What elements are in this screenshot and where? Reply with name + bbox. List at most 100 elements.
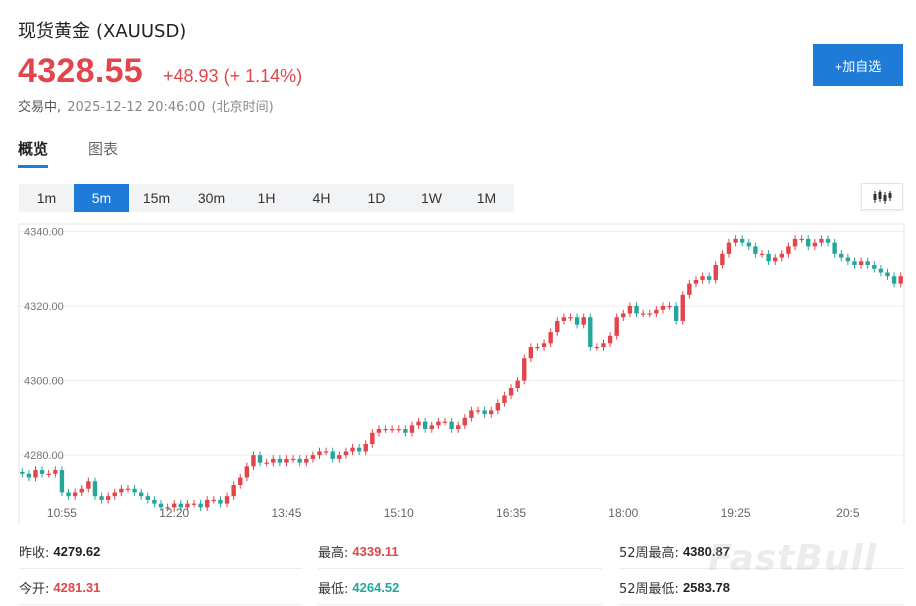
candle	[839, 253, 844, 258]
candle	[72, 492, 78, 497]
interval-1mo[interactable]: 1M	[476, 190, 497, 206]
candle	[627, 306, 633, 314]
divider	[19, 568, 302, 569]
candle	[370, 432, 375, 444]
instrument-name: 现货黄金	[18, 21, 90, 42]
candle	[878, 268, 884, 273]
candle	[376, 429, 382, 433]
candle	[713, 265, 718, 280]
candle	[739, 238, 745, 243]
candle	[284, 458, 289, 463]
candle	[601, 343, 606, 348]
y-tick-label: 4320.00	[24, 301, 64, 313]
x-tick-label: 12:20	[159, 506, 189, 520]
candle	[297, 458, 302, 463]
candle	[462, 417, 468, 426]
tab-chart[interactable]: 图表	[88, 140, 119, 158]
tab-overview[interactable]: 概览	[18, 138, 49, 168]
last-price: 4328.55	[18, 52, 144, 90]
candle	[792, 238, 798, 247]
instrument-symbol: (XAUUSD)	[96, 21, 187, 42]
price-chart[interactable]: 4340.00 4320.00 4300.00 4280.00 10:55 12:20 1…	[0, 220, 916, 525]
candle	[99, 496, 104, 500]
interval-1w[interactable]: 1W	[421, 190, 442, 206]
stat-value: 4380.87	[682, 543, 730, 559]
divider	[619, 568, 903, 569]
candle	[356, 447, 362, 452]
candle	[191, 503, 197, 505]
trading-status: 交易中, 2025-12-12 20:46:00 (北京时间)	[18, 96, 274, 115]
candle	[574, 317, 580, 325]
candle	[720, 253, 725, 266]
stat-high: 最高: 4339.11	[318, 537, 399, 565]
candle	[508, 388, 514, 396]
candle	[667, 306, 672, 308]
candle	[429, 425, 434, 430]
interval-1d[interactable]: 1D	[367, 190, 386, 206]
interval-1m[interactable]: 1m	[36, 190, 57, 206]
stat-value: 4281.31	[53, 579, 101, 595]
candle	[594, 347, 600, 349]
y-tick-label: 4300.00	[24, 376, 64, 388]
candle	[317, 451, 322, 456]
instrument-title: 现货黄金 (XAUUSD)	[18, 17, 186, 43]
candle	[581, 317, 586, 325]
stats-panel: 昨收: 4279.62 最高: 4339.11 52周最高: 4380.87 今开: 4…	[0, 535, 916, 606]
interval-5m[interactable]: 5m	[74, 184, 129, 212]
candle	[825, 238, 831, 243]
candle	[858, 261, 864, 266]
y-tick-label: 4340.00	[24, 226, 64, 238]
candle	[455, 425, 461, 430]
candle	[522, 358, 527, 381]
candle	[568, 317, 573, 319]
candle	[59, 470, 65, 493]
candle	[872, 265, 877, 269]
candle	[218, 499, 223, 504]
candle	[53, 470, 58, 474]
divider	[318, 604, 602, 605]
candle	[403, 429, 408, 433]
x-axis: 10:55 12:20 13:45 15:10 16:35 18:00 19:25 20:5	[47, 506, 860, 520]
candle	[779, 253, 785, 258]
stat-prev-close: 昨收: 4279.62	[19, 537, 100, 565]
candle	[733, 238, 738, 243]
candle	[271, 458, 276, 463]
change-percent: (+ 1.14%)	[223, 66, 303, 86]
candle	[449, 421, 454, 430]
stat-value: 2583.78	[682, 579, 730, 595]
candle	[640, 313, 646, 315]
candle	[363, 443, 368, 452]
candle	[33, 470, 38, 478]
candle	[105, 496, 111, 500]
candle	[588, 317, 593, 348]
candle	[680, 294, 685, 321]
candle	[231, 484, 236, 497]
candle	[852, 261, 857, 266]
stat-label: 今开:	[19, 581, 50, 597]
main-tabs: 概览 图表	[18, 138, 158, 168]
candle	[26, 473, 32, 478]
y-tick-label: 4280.00	[24, 450, 64, 462]
interval-30m[interactable]: 30m	[197, 190, 226, 206]
interval-15m[interactable]: 15m	[142, 190, 171, 206]
candle	[396, 429, 401, 431]
interval-4h[interactable]: 4H	[312, 190, 331, 206]
candle	[79, 488, 84, 493]
candle	[475, 410, 481, 412]
candle	[515, 380, 520, 389]
timezone: (北京时间)	[211, 100, 274, 115]
candle	[885, 272, 890, 277]
chart-type-button[interactable]	[861, 183, 903, 210]
add-watchlist-button[interactable]: +加自选	[813, 44, 903, 86]
change-value: +48.93	[163, 66, 219, 86]
candle	[746, 242, 751, 247]
candle	[39, 470, 45, 474]
status-text: 交易中,	[18, 100, 62, 115]
candle	[198, 503, 203, 508]
candle	[152, 499, 157, 504]
candle	[726, 242, 732, 254]
candle	[812, 242, 818, 247]
interval-1h[interactable]: 1H	[257, 190, 276, 206]
candle	[304, 458, 309, 463]
stat-label: 昨收:	[19, 545, 50, 561]
